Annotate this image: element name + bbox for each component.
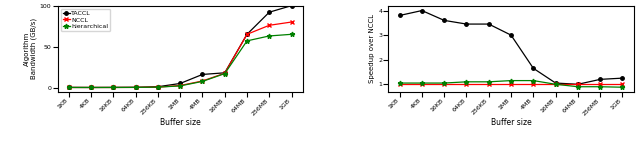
- TACCL: [176, 83, 184, 84]
- Line: NCCL: NCCL: [67, 20, 293, 89]
- hierarchical: [288, 33, 296, 35]
- TACCL: [132, 86, 140, 88]
- hierarchical: [418, 82, 426, 84]
- NCCL: [198, 80, 206, 82]
- NCCL: [552, 83, 559, 85]
- hierarchical: [87, 87, 95, 88]
- TACCL: [198, 74, 206, 75]
- TACCL: [288, 5, 296, 6]
- Line: TACCL: TACCL: [67, 4, 293, 89]
- hierarchical: [109, 87, 117, 88]
- NCCL: [596, 83, 604, 85]
- Legend: TACCL, NCCL, hierarchical: TACCL, NCCL, hierarchical: [61, 9, 110, 31]
- NCCL: [87, 87, 95, 88]
- hierarchical: [574, 86, 582, 88]
- NCCL: [574, 83, 582, 85]
- hierarchical: [463, 81, 470, 83]
- NCCL: [109, 87, 117, 88]
- TACCL: [529, 67, 537, 69]
- X-axis label: Buffer size: Buffer size: [491, 118, 531, 127]
- Y-axis label: Algorithm
Bandwidth (GB/s): Algorithm Bandwidth (GB/s): [24, 18, 37, 79]
- TACCL: [596, 79, 604, 80]
- hierarchical: [198, 81, 206, 82]
- hierarchical: [596, 86, 604, 88]
- TACCL: [65, 87, 72, 88]
- TACCL: [396, 15, 403, 16]
- TACCL: [243, 33, 251, 35]
- hierarchical: [154, 86, 162, 88]
- TACCL: [266, 11, 273, 13]
- NCCL: [485, 83, 493, 85]
- NCCL: [463, 83, 470, 85]
- NCCL: [396, 83, 403, 85]
- TACCL: [463, 23, 470, 25]
- hierarchical: [396, 82, 403, 84]
- TACCL: [440, 20, 448, 21]
- NCCL: [266, 24, 273, 26]
- NCCL: [176, 85, 184, 86]
- NCCL: [418, 83, 426, 85]
- NCCL: [619, 83, 627, 85]
- hierarchical: [508, 80, 515, 81]
- Line: NCCL: NCCL: [398, 82, 624, 86]
- hierarchical: [266, 35, 273, 37]
- TACCL: [109, 87, 117, 88]
- Line: TACCL: TACCL: [398, 9, 624, 86]
- TACCL: [508, 34, 515, 36]
- hierarchical: [65, 87, 72, 88]
- NCCL: [132, 87, 140, 88]
- NCCL: [529, 83, 537, 85]
- hierarchical: [619, 86, 627, 88]
- NCCL: [440, 83, 448, 85]
- hierarchical: [440, 82, 448, 84]
- hierarchical: [243, 40, 251, 42]
- Line: hierarchical: hierarchical: [67, 32, 294, 90]
- TACCL: [221, 72, 228, 74]
- TACCL: [418, 10, 426, 11]
- TACCL: [485, 23, 493, 25]
- NCCL: [65, 87, 72, 88]
- NCCL: [288, 21, 296, 23]
- NCCL: [154, 86, 162, 88]
- NCCL: [243, 33, 251, 35]
- TACCL: [87, 87, 95, 88]
- hierarchical: [132, 87, 140, 88]
- Line: hierarchical: hierarchical: [397, 78, 625, 90]
- TACCL: [552, 82, 559, 84]
- NCCL: [508, 83, 515, 85]
- hierarchical: [176, 85, 184, 87]
- Y-axis label: Speedup over NCCL: Speedup over NCCL: [369, 14, 376, 83]
- hierarchical: [221, 73, 228, 74]
- hierarchical: [529, 80, 537, 81]
- TACCL: [619, 77, 627, 79]
- TACCL: [574, 83, 582, 85]
- NCCL: [221, 72, 228, 74]
- TACCL: [154, 86, 162, 88]
- hierarchical: [552, 83, 559, 85]
- X-axis label: Buffer size: Buffer size: [160, 118, 200, 127]
- hierarchical: [485, 81, 493, 83]
